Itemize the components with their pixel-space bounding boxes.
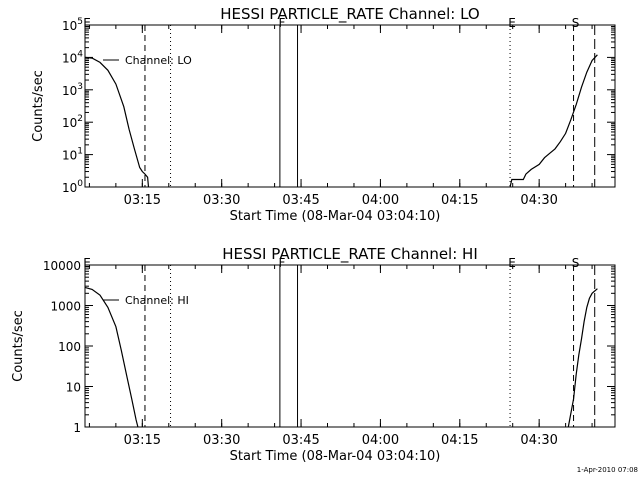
chart1-xtick-label: 04:30 — [520, 193, 557, 208]
chart2-xtick-label: 04:30 — [520, 433, 557, 448]
chart2-ytick-label: 1000 — [50, 300, 81, 314]
chart1-title: HESSI PARTICLE_RATE Channel: LO — [220, 5, 479, 24]
chart1-xtick-label: 03:15 — [124, 193, 161, 208]
chart2-marker-label: S — [572, 256, 580, 270]
chart2-ytick-label: 1 — [73, 421, 81, 435]
chart1-ylabel: Counts/sec — [31, 70, 46, 142]
chart2-series-line — [84, 286, 139, 428]
chart2-ytick-label: 100 — [58, 340, 81, 354]
chart2-xtick-label: 03:45 — [282, 433, 319, 448]
chart2-title: HESSI PARTICLE_RATE Channel: HI — [222, 245, 478, 264]
chart2-marker-label: E — [508, 256, 516, 270]
chart1-plot-frame — [84, 24, 616, 188]
chart1-marker-label: S — [572, 16, 580, 30]
chart1-ytick-label: 104 — [62, 49, 83, 65]
chart1-xlabel: Start Time (08-Mar-04 03:04:10) — [230, 209, 441, 224]
chart2-legend-label: Channel: HI — [125, 294, 189, 307]
chart1-legend-label: Channel: LO — [125, 54, 192, 67]
chart1-ytick-label: 105 — [62, 17, 83, 33]
chart2-xtick-label: 03:30 — [203, 433, 240, 448]
chart1-series-line — [84, 56, 150, 188]
chart1-marker-label: F — [278, 16, 285, 30]
chart1-ytick-label: 102 — [62, 114, 83, 130]
chart1-marker-label: E — [508, 16, 516, 30]
chart2-plot-frame — [84, 264, 616, 428]
footer-timestamp: 1-Apr-2010 07:08 — [576, 466, 638, 474]
chart2-series-line — [567, 288, 598, 428]
chart2-marker-label: F — [278, 256, 285, 270]
chart2-ylabel: Counts/sec — [11, 310, 26, 382]
chart2-marker-label: E — [83, 256, 91, 270]
chart2-ytick-label: 10 — [66, 381, 81, 395]
chart2-xtick-label: 03:15 — [124, 433, 161, 448]
chart1-xtick-label: 04:00 — [362, 193, 399, 208]
chart2-xtick-label: 04:15 — [441, 433, 478, 448]
chart2-ytick-label: 10000 — [43, 259, 81, 273]
chart1-ytick-label: 101 — [62, 147, 83, 163]
chart1-xtick-label: 03:30 — [203, 193, 240, 208]
chart1-ytick-label: 100 — [62, 179, 83, 195]
chart1-xtick-label: 04:15 — [441, 193, 478, 208]
chart1-ytick-label: 103 — [62, 82, 83, 98]
chart1-series-line — [509, 54, 598, 188]
chart2-xlabel: Start Time (08-Mar-04 03:04:10) — [230, 449, 441, 464]
chart1-marker-label: E — [83, 16, 91, 30]
chart1-xtick-label: 03:45 — [282, 193, 319, 208]
chart2-xtick-label: 04:00 — [362, 433, 399, 448]
